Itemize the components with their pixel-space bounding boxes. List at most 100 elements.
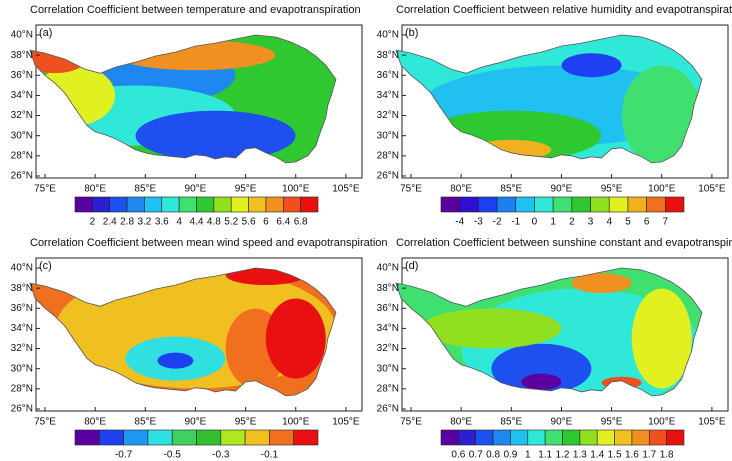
colorbar-box bbox=[590, 196, 610, 213]
colorbar-box bbox=[458, 429, 477, 446]
lat-tick-label: 32°N bbox=[377, 343, 399, 354]
lat-tick-label: 36°N bbox=[11, 70, 33, 81]
lat-tick-label: 30°N bbox=[377, 363, 399, 374]
lon-tick-label: 90°E bbox=[551, 417, 573, 428]
lat-tick-label: 32°N bbox=[11, 110, 33, 121]
colorbar-label: 1.2 bbox=[556, 450, 570, 461]
colorbar-box bbox=[492, 429, 511, 446]
colorbar-box bbox=[300, 196, 319, 213]
lon-tick-label: 85°E bbox=[134, 417, 156, 428]
colorbar-box bbox=[459, 196, 479, 213]
lon-tick-label: 80°E bbox=[84, 184, 106, 195]
colorbar-label: 0.7 bbox=[469, 450, 483, 461]
colorbar-box bbox=[126, 196, 145, 213]
colorbar-box bbox=[196, 429, 222, 446]
colorbar-label: 7 bbox=[663, 217, 669, 228]
colorbar-label: 2.4 bbox=[103, 217, 117, 228]
colorbar-box bbox=[440, 196, 460, 213]
colorbar-box bbox=[144, 196, 163, 213]
lat-tick-label: 28°N bbox=[377, 150, 399, 161]
colorbar-box bbox=[608, 196, 629, 213]
lon-tick-label: 90°E bbox=[551, 184, 573, 195]
lon-tick-label: 75°E bbox=[400, 417, 422, 428]
lat-tick-label: 28°N bbox=[11, 383, 33, 394]
colorbar-box bbox=[527, 429, 546, 446]
colorbar-box bbox=[213, 196, 232, 213]
colorbar-box bbox=[666, 429, 685, 446]
colorbar-box bbox=[596, 429, 615, 446]
colorbar-box bbox=[92, 196, 111, 213]
colorbar-label: 6.4 bbox=[276, 217, 290, 228]
lat-tick-label: 34°N bbox=[11, 90, 33, 101]
colorbar-box bbox=[648, 429, 667, 446]
panel: Correlation Coefficient between relative… bbox=[377, 4, 732, 228]
colorbar-label: -0.7 bbox=[115, 450, 133, 461]
lat-tick-label: 30°N bbox=[11, 363, 33, 374]
colorbar-box bbox=[230, 196, 249, 213]
colorbar-box bbox=[99, 429, 124, 446]
lat-tick-label: 32°N bbox=[377, 110, 399, 121]
plateau-outline bbox=[395, 34, 703, 164]
colorbar-box bbox=[123, 429, 149, 446]
lat-tick-label: 36°N bbox=[377, 70, 399, 81]
lon-tick-label: 75°E bbox=[400, 184, 422, 195]
lon-tick-label: 95°E bbox=[235, 417, 257, 428]
lon-tick-label: 100°E bbox=[648, 184, 676, 195]
lon-tick-label: 95°E bbox=[601, 184, 623, 195]
lon-tick-label: 105°E bbox=[698, 184, 726, 195]
lon-tick-label: 85°E bbox=[134, 184, 156, 195]
colorbar-label: 1.5 bbox=[608, 450, 622, 461]
colorbar-label: 2 bbox=[90, 217, 96, 228]
lon-tick-label: 85°E bbox=[500, 184, 522, 195]
colorbar-label: 5 bbox=[625, 217, 631, 228]
lat-tick-label: 38°N bbox=[377, 283, 399, 294]
colorbar-box bbox=[579, 429, 598, 446]
colorbar-box bbox=[510, 429, 529, 446]
lon-tick-label: 100°E bbox=[282, 417, 310, 428]
colorbar-label: -1 bbox=[511, 217, 520, 228]
lon-tick-label: 105°E bbox=[698, 417, 726, 428]
panel-label: (b) bbox=[405, 27, 418, 39]
colorbar-label: 1.1 bbox=[538, 450, 552, 461]
colorbar-box bbox=[74, 196, 93, 213]
colorbar-label: 2.8 bbox=[120, 217, 134, 228]
colorbar-box bbox=[562, 429, 581, 446]
colorbar-box bbox=[244, 429, 270, 446]
lon-tick-label: 95°E bbox=[235, 184, 257, 195]
colorbar-box bbox=[109, 196, 128, 213]
lat-tick-label: 40°N bbox=[377, 263, 399, 274]
colorbar-box bbox=[269, 429, 294, 446]
colorbar-label: 3.2 bbox=[137, 217, 151, 228]
lat-tick-label: 26°N bbox=[377, 171, 399, 182]
lon-tick-label: 90°E bbox=[185, 417, 207, 428]
colorbar-box bbox=[171, 429, 197, 446]
colorbar-label: 0 bbox=[532, 217, 538, 228]
panel: Correlation Coefficient between temperat… bbox=[11, 4, 363, 228]
panel-label: (c) bbox=[39, 260, 52, 272]
colorbar-label: 5.6 bbox=[242, 217, 256, 228]
lon-tick-label: 80°E bbox=[84, 417, 106, 428]
colorbar-box bbox=[478, 196, 498, 213]
colorbar-label: 1.8 bbox=[660, 450, 674, 461]
lat-tick-label: 36°N bbox=[377, 303, 399, 314]
colorbar-box bbox=[571, 196, 591, 213]
colorbar-box bbox=[627, 196, 647, 213]
colorbar-label: 6.8 bbox=[294, 217, 308, 228]
lat-tick-label: 34°N bbox=[11, 323, 33, 334]
plateau-outline bbox=[29, 267, 337, 397]
panel-label: (d) bbox=[405, 260, 418, 272]
colorbar-label: 1.7 bbox=[642, 450, 656, 461]
lon-tick-label: 90°E bbox=[185, 184, 207, 195]
colorbar-label: 6 bbox=[644, 217, 650, 228]
lon-tick-label: 80°E bbox=[450, 417, 472, 428]
lon-tick-label: 105°E bbox=[332, 184, 360, 195]
colorbar-label: 6 bbox=[263, 217, 269, 228]
colorbar-label: -0.3 bbox=[212, 450, 230, 461]
colorbar-box bbox=[552, 196, 573, 213]
colorbar-label: 5.2 bbox=[224, 217, 238, 228]
colorbar-box bbox=[544, 429, 563, 446]
colorbar-label: 4 bbox=[176, 217, 182, 228]
colorbar-label: 3 bbox=[588, 217, 594, 228]
colorbar-label: 1.4 bbox=[590, 450, 604, 461]
